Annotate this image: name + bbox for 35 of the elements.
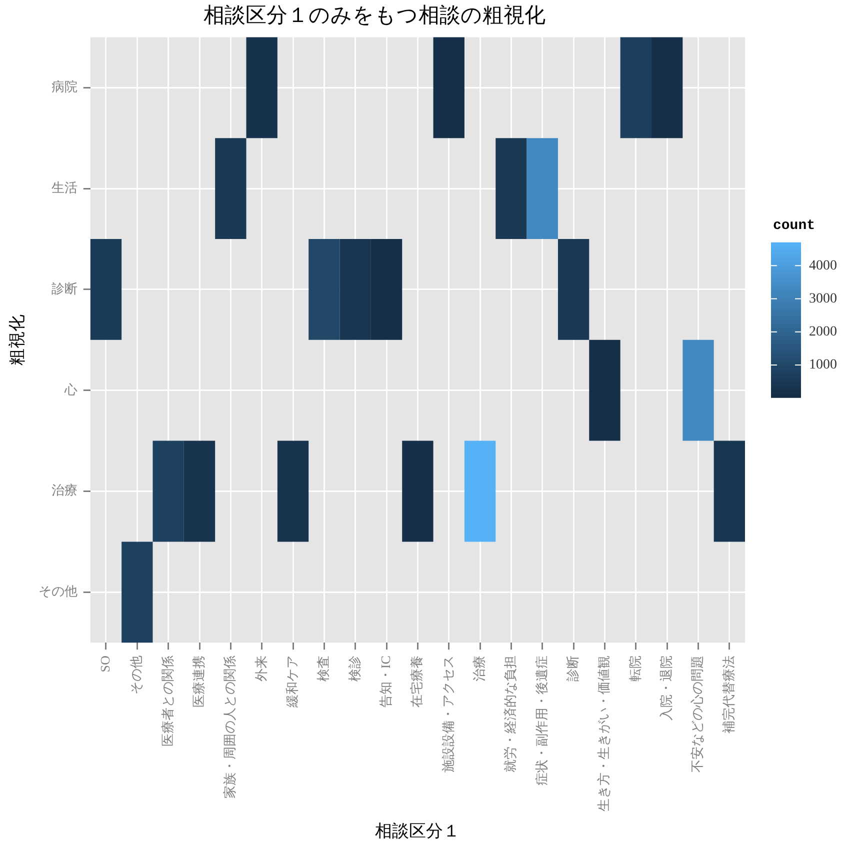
y-tick-label: 診断 — [51, 280, 78, 296]
x-tick-label: 医療者との関係 — [160, 656, 175, 747]
x-tick-label: 不安などの心の問題 — [690, 656, 705, 773]
x-tick-label: 治療 — [471, 656, 486, 682]
x-tick-label: 外来 — [253, 656, 268, 682]
x-tick-label: 検診 — [346, 656, 362, 682]
x-tick-label: 補完代替療法 — [720, 656, 736, 734]
y-tick-label: 生活 — [51, 180, 78, 195]
chart-title: 相談区分１のみをもつ相談の粗視化 — [204, 3, 546, 28]
x-axis-title: 相談区分１ — [375, 821, 460, 840]
x-tick-label: 在宅療養 — [409, 656, 424, 708]
x-tick-label: 転院 — [627, 656, 642, 682]
x-tick-label: SO — [97, 656, 112, 672]
y-tick-label: その他 — [38, 584, 78, 599]
x-tick-label: 医療連携 — [190, 656, 206, 708]
x-tick-label: 施設設備・アクセス — [440, 656, 456, 773]
y-axis-title: 粗視化 — [8, 314, 27, 366]
color-bar-label: 4000 — [809, 258, 837, 274]
y-tick-label: 治療 — [51, 482, 78, 498]
y-tick-label: 病院 — [51, 79, 78, 94]
color-bar-label: 1000 — [809, 358, 837, 373]
color-bar-label: 3000 — [809, 291, 837, 306]
x-tick-label: 入院・退院 — [658, 656, 674, 721]
y-tick-label: 心 — [63, 382, 78, 397]
x-tick-label: 緩和ケア — [284, 656, 300, 709]
x-tick-label: 検査 — [316, 656, 331, 682]
x-tick-label: その他 — [128, 656, 144, 695]
color-bar-label: 2000 — [809, 324, 837, 340]
x-tick-label: 生き方・生きがい・価値観 — [596, 656, 612, 812]
x-tick-label: 告知・IC — [378, 656, 393, 708]
color-bar-title: count — [773, 218, 816, 234]
x-tick-label: 症状・副作用・後遺症 — [534, 656, 549, 786]
x-tick-label: 家族・周囲の人との関係 — [222, 656, 238, 799]
x-tick-label: 診断 — [564, 656, 580, 682]
x-tick-label: 就労・経済的な負担 — [502, 656, 518, 773]
